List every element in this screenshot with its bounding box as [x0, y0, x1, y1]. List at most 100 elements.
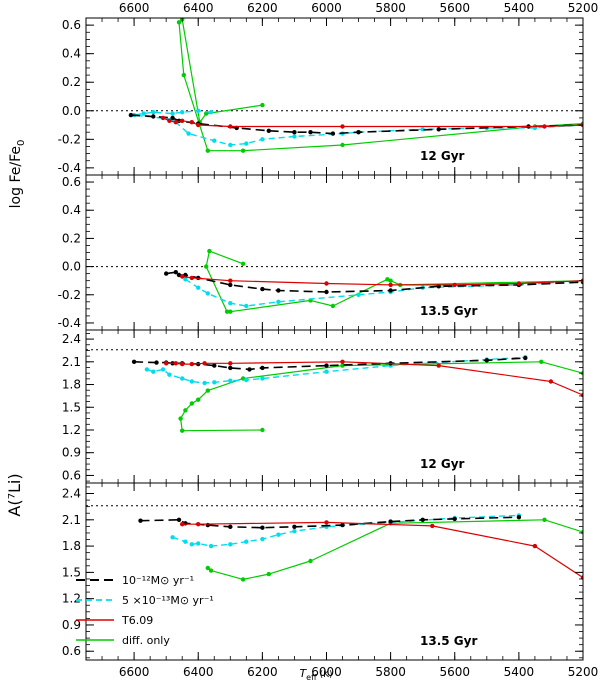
data-point-diff: [260, 102, 265, 108]
data-point-ml12: [324, 289, 329, 295]
data-point-ml12: [128, 112, 134, 118]
y-tick-label: 2.1: [62, 355, 81, 369]
x-tick-label-bottom: 6600: [119, 665, 150, 679]
series-line-t609: [162, 117, 583, 128]
data-point-ml5: [180, 376, 185, 381]
data-point-ml12: [138, 518, 143, 523]
data-point-ml12: [260, 365, 265, 371]
data-point-ml12: [388, 288, 393, 293]
panel-age-label: 12 Gyr: [420, 457, 465, 471]
series-line-diff: [207, 519, 583, 581]
data-point-t609: [324, 520, 329, 525]
data-point-ml5: [196, 285, 201, 290]
y-tick-label: 0.9: [62, 618, 81, 632]
data-point-diff: [189, 401, 194, 406]
series-line-t609: [166, 361, 583, 396]
data-point-ml12: [340, 522, 345, 528]
data-point-ml5: [208, 543, 214, 549]
data-point-ml5: [144, 367, 150, 372]
data-point-ml12: [131, 359, 137, 364]
data-point-ml12: [436, 127, 441, 132]
data-point-diff: [308, 558, 313, 564]
data-point-diff: [240, 577, 246, 582]
data-point-ml12: [212, 363, 217, 368]
data-point-t609: [173, 120, 178, 125]
series-line-ml5: [172, 514, 519, 547]
data-point-ml12: [523, 355, 528, 361]
data-point-ml12: [247, 367, 252, 372]
legend: 10⁻¹²M⊙ yr⁻¹ 5 ×10⁻¹³M⊙ yr⁻¹ T6.09 diff. on…: [76, 574, 214, 647]
data-point-diff: [196, 397, 201, 402]
data-point-ml12: [330, 131, 336, 136]
y-tick-label: 1.8: [62, 539, 81, 553]
data-point-ml12: [308, 130, 313, 135]
data-point-ml5: [292, 529, 297, 534]
data-point-ml5: [356, 292, 361, 297]
data-point-t609: [340, 124, 345, 129]
data-point-ml5: [151, 110, 156, 115]
y-tick-label: 0.6: [62, 468, 81, 482]
x-tick-label-bottom: 5200: [568, 665, 599, 679]
y-tick-label: 0.2: [62, 75, 81, 89]
data-point-t609: [228, 124, 233, 129]
series-line-t609: [182, 275, 583, 286]
y-tick-label: 0.4: [62, 203, 81, 217]
data-point-t609: [196, 522, 201, 527]
data-point-ml5: [260, 137, 265, 142]
data-point-t609: [452, 282, 457, 288]
data-point-ml12: [228, 365, 233, 371]
data-point-t609: [228, 361, 233, 366]
x-tick-label-top: 6200: [247, 1, 278, 15]
y-tick-label: 1.2: [62, 423, 81, 437]
data-point-ml5: [228, 378, 233, 383]
x-tick-label-top: 5400: [504, 1, 535, 15]
data-point-ml12: [292, 130, 297, 135]
data-point-t609: [340, 359, 345, 364]
data-point-t609: [180, 361, 185, 367]
data-point-ml5: [189, 542, 194, 547]
data-point-ml12: [484, 358, 489, 363]
data-point-t609: [548, 379, 554, 384]
series-line-diff: [180, 361, 583, 432]
data-point-t609: [202, 361, 207, 366]
panel-frame: [85, 17, 584, 176]
y-tick-label: 2.4: [62, 487, 81, 501]
y-tick-label: -0.2: [58, 132, 81, 146]
data-point-ml5: [292, 134, 297, 139]
data-point-ml12: [154, 360, 159, 365]
legend-label-diff: diff. only: [122, 634, 170, 647]
data-point-ml5: [160, 367, 166, 372]
x-tick-label-top: 6000: [311, 1, 342, 15]
data-point-t609: [189, 275, 194, 281]
data-point-diff: [340, 142, 345, 148]
x-axis-title: Teff (K): [299, 667, 332, 680]
data-point-ml12: [260, 525, 265, 530]
data-point-t609: [532, 543, 538, 549]
y-axis-title: log Fe/Fe0: [8, 140, 27, 209]
data-point-ml12: [516, 515, 522, 520]
data-point-t609: [167, 118, 172, 124]
panel-frame: [85, 482, 584, 661]
panel-4: [86, 505, 583, 582]
data-point-ml5: [202, 380, 207, 386]
data-point-diff: [183, 408, 188, 413]
data-point-ml5: [189, 379, 194, 384]
data-point-ml5: [180, 110, 185, 115]
data-point-ml5: [260, 376, 265, 381]
x-tick-label-top: 5600: [439, 1, 470, 15]
data-point-diff: [204, 264, 209, 269]
y-tick-label: 0.6: [62, 175, 81, 189]
data-point-diff: [205, 565, 210, 571]
data-point-ml5: [151, 369, 156, 374]
data-point-ml5: [324, 369, 329, 374]
data-point-t609: [164, 361, 169, 366]
panel-2: [86, 248, 583, 314]
data-point-ml12: [164, 271, 169, 276]
legend-label-ml12: 10⁻¹²M⊙ yr⁻¹: [122, 574, 194, 587]
data-point-ml5: [170, 535, 175, 540]
data-point-diff: [205, 388, 210, 393]
data-point-t609: [388, 282, 393, 288]
data-point-diff: [539, 359, 544, 364]
data-point-ml5: [196, 108, 201, 114]
plot-layer: [86, 18, 583, 582]
